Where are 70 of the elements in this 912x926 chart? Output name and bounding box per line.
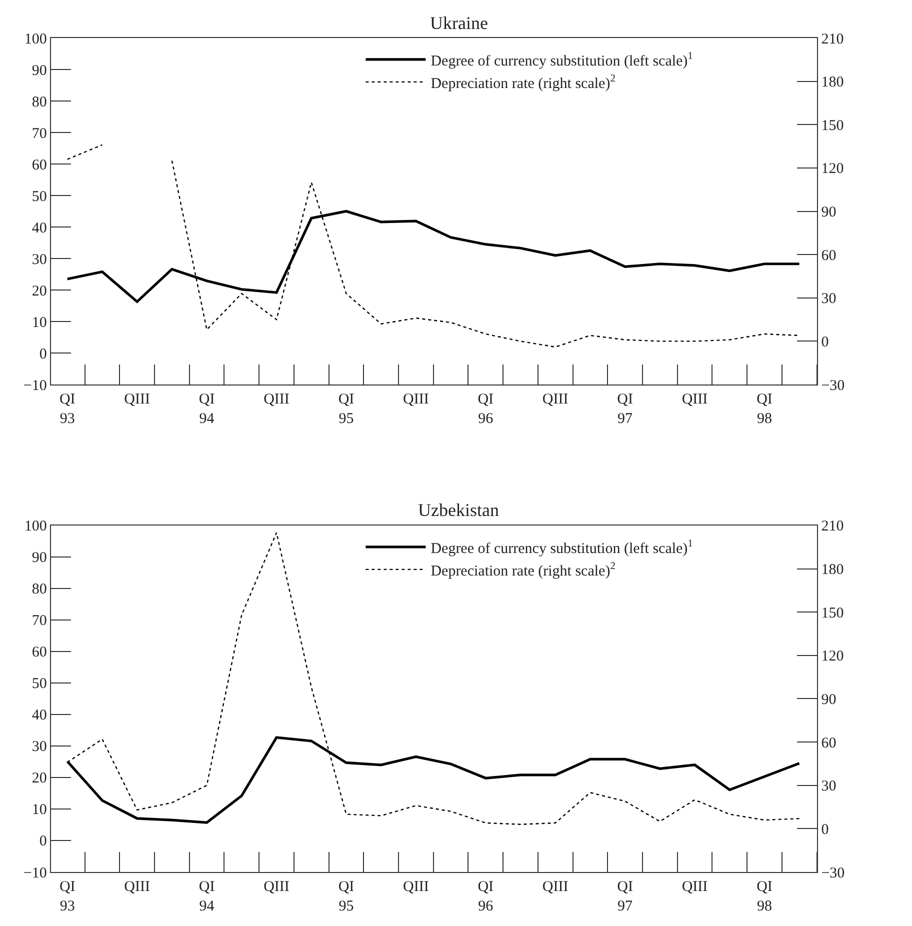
y-tick-label: 50 (32, 188, 47, 205)
legend-label: Depreciation rate (right scale)$^{2}$ (430, 560, 616, 580)
x-tick-label: QI 97 (617, 392, 634, 428)
y2-tick-label: 0 (821, 334, 829, 350)
y-tick-label: −10 (23, 378, 47, 394)
y-tick-label: 60 (32, 644, 47, 661)
x-tick-label: QIII (124, 879, 150, 896)
chart-title: Ukraine (430, 13, 488, 33)
y2-tick-label: −30 (821, 865, 845, 882)
y2-tick-label: 60 (821, 248, 836, 264)
x-tick-label: QI 95 (338, 392, 354, 428)
y-tick-label: 80 (32, 94, 47, 110)
x-tick-label: QI 94 (198, 879, 215, 915)
y2-tick-label: 60 (821, 735, 836, 752)
x-tick-label: QI 93 (59, 392, 76, 428)
legend-label: Degree of currency substitution (left scale)$^{1}$ (430, 51, 693, 70)
x-tick-label: QI 95 (338, 879, 354, 915)
y-tick-label: 0 (39, 834, 47, 850)
y2-tick-label: 90 (821, 692, 836, 708)
y-tick-label: 100 (24, 518, 47, 535)
y2-tick-label: 120 (821, 161, 844, 178)
y2-tick-label: 0 (821, 822, 829, 838)
x-tick-label: QIII (682, 879, 708, 896)
x-tick-label: QIII (124, 392, 150, 408)
y-tick-label: 100 (24, 31, 47, 48)
y-tick-label: 30 (32, 252, 47, 268)
x-tick-label: QI 98 (756, 392, 772, 428)
y2-tick-label: 180 (821, 562, 844, 578)
y-tick-label: 30 (32, 739, 47, 756)
x-tick-label: QI 98 (756, 879, 772, 915)
y-tick-label: 50 (32, 676, 47, 692)
x-tick-label: QI 93 (59, 879, 76, 915)
y-tick-label: 70 (32, 613, 47, 630)
y2-tick-label: 120 (821, 648, 844, 665)
y-tick-label: 60 (32, 157, 47, 174)
legend-label: Degree of currency substitution (left scale)$^{1}$ (430, 538, 693, 557)
x-tick-label: QIII (542, 392, 568, 408)
y-tick-label: 10 (32, 314, 47, 331)
legend-label: Depreciation rate (right scale)$^{2}$ (430, 74, 616, 92)
y-tick-label: 20 (32, 283, 47, 300)
y-tick-label: 20 (32, 770, 47, 787)
x-tick-label: QI 94 (198, 392, 215, 428)
x-tick-label: QIII (542, 879, 568, 896)
y-tick-label: 40 (32, 708, 47, 724)
y-tick-label: 90 (32, 62, 47, 79)
y2-tick-label: 90 (821, 204, 836, 221)
x-tick-label: QI 96 (478, 879, 494, 915)
x-tick-label: QIII (264, 879, 290, 896)
y2-tick-label: 210 (821, 31, 844, 48)
y2-tick-label: 150 (821, 605, 844, 622)
y-tick-label: 70 (32, 126, 47, 142)
y2-tick-label: 210 (821, 518, 844, 535)
y-tick-label: 90 (32, 550, 47, 566)
y2-tick-label: 150 (821, 118, 844, 134)
y-tick-label: −10 (23, 865, 47, 882)
y-tick-label: 10 (32, 802, 47, 818)
y-tick-label: 40 (32, 220, 47, 236)
x-tick-label: QI 97 (617, 879, 634, 915)
y2-tick-label: 30 (821, 778, 836, 795)
x-tick-label: QIII (682, 392, 708, 408)
y2-tick-label: 30 (821, 291, 836, 308)
y2-tick-label: 180 (821, 74, 844, 91)
chart-title: Uzbekistan (418, 500, 499, 520)
y-tick-label: 0 (39, 346, 47, 362)
x-tick-label: QIII (403, 879, 429, 896)
x-tick-label: QIII (403, 392, 429, 408)
y-tick-label: 80 (32, 582, 47, 598)
y2-tick-label: −30 (821, 378, 845, 394)
x-tick-label: QI 96 (478, 392, 494, 428)
x-tick-label: QIII (264, 392, 290, 408)
